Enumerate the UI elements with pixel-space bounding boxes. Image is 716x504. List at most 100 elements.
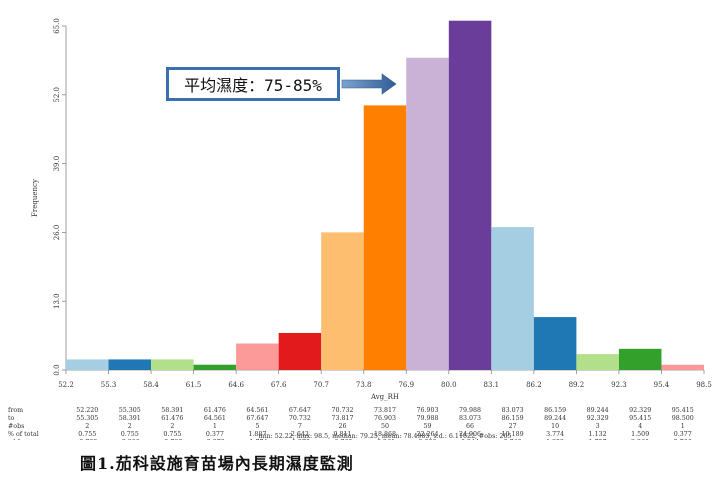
- stats-cell: 52.220: [76, 407, 98, 414]
- stats-cell: 5: [255, 423, 259, 430]
- stats-cell: 24.906: [459, 431, 481, 438]
- y-axis-label: Frequency: [31, 179, 39, 217]
- x-tick-label: 83.1: [484, 381, 500, 389]
- stats-cell: 76.903: [374, 415, 396, 422]
- summary-stats: min: 52.22, max: 98.5, median: 79.25, me…: [259, 433, 512, 440]
- stats-cell: 2: [85, 423, 89, 430]
- histogram-bar: [491, 227, 534, 370]
- x-axis-label: Avg_RH: [370, 393, 399, 401]
- y-tick-label: 0.0: [53, 364, 61, 375]
- stats-cell: 1.509: [631, 431, 649, 438]
- stats-cell: 55.305: [76, 415, 98, 422]
- stats-cell: 61.476: [204, 407, 226, 414]
- stats-cell: 86.159: [502, 415, 524, 422]
- histogram-bar: [533, 317, 577, 370]
- stats-cell: 2.261: [631, 439, 649, 440]
- stats-cell: 0.244: [461, 439, 479, 440]
- x-tick-label: 61.5: [186, 381, 202, 389]
- x-tick-label: 55.3: [101, 381, 117, 389]
- stats-cell: -0.261: [375, 439, 395, 440]
- histogram-bar: [363, 105, 407, 370]
- stats-cell: 0.748: [504, 439, 522, 440]
- histogram-bar: [193, 364, 237, 370]
- stats-cell: 66: [466, 423, 474, 430]
- arrow-icon: [341, 73, 397, 95]
- stats-cell: 1: [681, 423, 685, 430]
- stats-cell: 18.868: [374, 431, 396, 438]
- x-tick-label: 86.2: [526, 381, 542, 389]
- histogram-bar: [278, 332, 322, 370]
- stats-cell: 0.377: [674, 431, 692, 438]
- y-tick-label: 13.0: [53, 293, 61, 309]
- bars-group: [66, 20, 704, 370]
- stats-cell: 61.476: [161, 415, 183, 422]
- stats-cell: 3: [596, 423, 600, 430]
- stats-cell: 2.766: [674, 439, 692, 440]
- stats-cell: 55.305: [119, 407, 141, 414]
- stats-cell: 1.132: [589, 431, 607, 438]
- y-tick-label: 39.0: [53, 156, 61, 172]
- stats-cell: 95.415: [672, 407, 694, 414]
- stats-cell: 1: [213, 423, 217, 430]
- histogram-chart: 0.0 13.0 26.0 39.0 52.0 65.0 52.2 55.3 58.4 61.5…: [8, 18, 712, 440]
- figure-caption: 圖1.茄科設施育苗場內長期濕度監測: [80, 454, 354, 473]
- stats-cell: 83.073: [459, 415, 481, 422]
- stats-cell: 2.642: [291, 431, 309, 438]
- stats-cell: 67.647: [246, 415, 268, 422]
- stats-row-label: from: [8, 407, 23, 414]
- stats-cell: 9.811: [333, 431, 351, 438]
- stats-cell: -2.279: [205, 439, 225, 440]
- x-tick-label: 52.2: [58, 381, 74, 389]
- stats-cell: 79.988: [417, 415, 439, 422]
- y-tick-label: 26.0: [53, 225, 61, 241]
- stats-cell: 0.377: [206, 431, 224, 438]
- stats-cell: 58.391: [119, 415, 141, 422]
- stats-cell: 89.244: [544, 415, 566, 422]
- y-tick-label: 52.0: [53, 87, 61, 103]
- stats-cell: 92.329: [629, 407, 651, 414]
- stats-row-label: sd from mean: [8, 439, 52, 440]
- x-tick-label: 76.9: [398, 381, 414, 389]
- stats-cell: 10.189: [502, 431, 524, 438]
- stats-cell: 0.755: [121, 431, 139, 438]
- histogram-bar: [151, 359, 194, 370]
- stats-cell: 73.817: [374, 407, 396, 414]
- stats-row-label: to: [8, 415, 15, 422]
- stats-cell: 0.755: [78, 431, 96, 438]
- stats-cell: 1.757: [589, 439, 607, 440]
- x-tick-label: 92.3: [611, 381, 627, 389]
- stats-cell: 89.244: [587, 407, 609, 414]
- stats-cell: 1.252: [546, 439, 564, 440]
- stats-cell: -1.270: [290, 439, 310, 440]
- stats-cell: 70.732: [331, 407, 353, 414]
- y-tick-label: 65.0: [53, 18, 61, 34]
- stats-cell: 73.817: [331, 415, 353, 422]
- x-tick-label: 64.6: [228, 381, 244, 389]
- x-tick-label: 67.6: [271, 381, 287, 389]
- x-tick-label: 98.5: [696, 381, 712, 389]
- stats-cell: 64.561: [204, 415, 226, 422]
- histogram-bar: [576, 354, 619, 370]
- stats-cell: 64.561: [246, 407, 268, 414]
- stats-cell: -3.288: [120, 439, 140, 440]
- stats-cell: 95.415: [629, 415, 651, 422]
- stats-cell: 79.988: [459, 407, 481, 414]
- histogram-bar: [406, 57, 449, 370]
- x-tick-label: 95.4: [654, 381, 670, 389]
- stats-table: from 52.220 55.305 58.391 61.476 64.561 67.647…: [8, 407, 694, 440]
- callout-text: 平均濕度：75-85%: [184, 76, 322, 95]
- average-humidity-callout: 平均濕度：75-85%: [166, 67, 340, 101]
- stats-cell: 4: [638, 423, 642, 430]
- stats-cell: 22.264: [417, 431, 439, 438]
- histogram-bar: [66, 359, 109, 370]
- stats-cell: 98.500: [672, 415, 694, 422]
- stats-cell: 86.159: [544, 407, 566, 414]
- stats-cell: 27: [509, 423, 517, 430]
- x-tick-label: 70.7: [313, 381, 329, 389]
- histogram-bar: [448, 20, 492, 370]
- stats-cell: 58.391: [161, 407, 183, 414]
- stats-cell: -1.774: [247, 439, 267, 440]
- stats-cell: 67.647: [289, 407, 311, 414]
- x-tick-label: 80.0: [441, 381, 457, 389]
- y-axis: 0.0 13.0 26.0 39.0 52.0 65.0: [53, 18, 66, 376]
